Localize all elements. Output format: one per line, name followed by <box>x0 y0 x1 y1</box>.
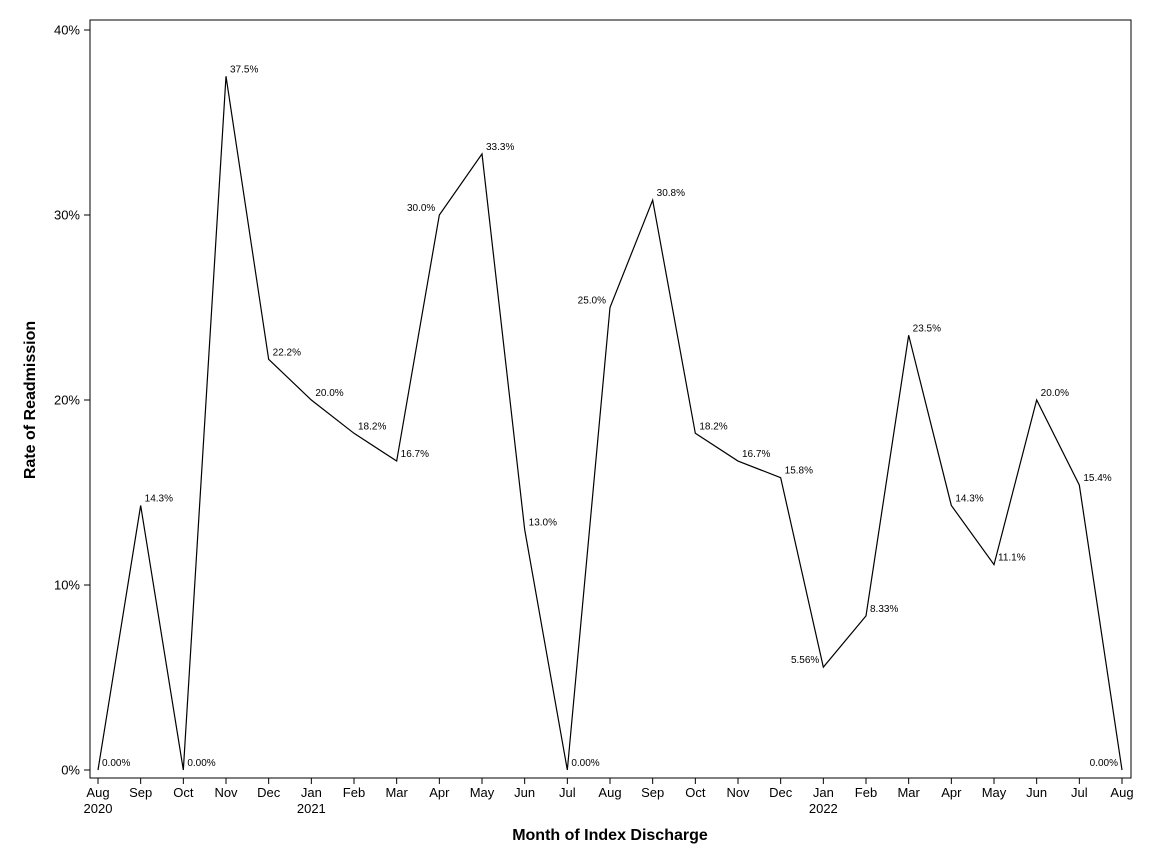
x-tick-label: Sep <box>129 785 152 800</box>
y-tick-label: 0% <box>61 763 80 778</box>
x-tick-label: Jun <box>1026 785 1047 800</box>
data-label: 20.0% <box>315 388 343 399</box>
data-label: 0.00% <box>102 758 130 769</box>
x-tick-label: Mar <box>385 785 408 800</box>
data-label: 18.2% <box>358 421 386 432</box>
data-label: 16.7% <box>401 449 429 460</box>
x-year-label: 2021 <box>297 801 326 816</box>
x-tick-label: Oct <box>173 785 194 800</box>
x-tick-label: Apr <box>429 785 450 800</box>
data-label: 0.00% <box>1090 758 1118 769</box>
series-layer <box>97 76 1123 771</box>
x-tick-label: May <box>470 785 495 800</box>
x-tick-label: Dec <box>257 785 281 800</box>
data-label: 8.33% <box>870 604 898 615</box>
y-tick-label: 20% <box>54 393 80 408</box>
data-label: 13.0% <box>529 518 557 529</box>
x-tick-label: Aug <box>86 785 109 800</box>
data-label: 11.1% <box>998 553 1026 564</box>
x-tick-label: Dec <box>769 785 793 800</box>
y-axis-title: Rate of Readmission <box>22 321 39 479</box>
series-line <box>97 76 1123 771</box>
data-label: 23.5% <box>913 323 941 334</box>
data-label: 30.8% <box>657 188 685 199</box>
x-tick-label: Jul <box>559 785 576 800</box>
y-tick-label: 40% <box>54 23 80 38</box>
x-tick-label: Nov <box>214 785 238 800</box>
data-label: 30.0% <box>407 203 435 214</box>
x-tick-label: Jul <box>1071 785 1088 800</box>
x-tick-label: Apr <box>941 785 962 800</box>
data-label: 5.56% <box>791 655 819 666</box>
data-label: 25.0% <box>578 296 606 307</box>
data-label: 20.0% <box>1041 388 1069 399</box>
y-tick-label: 10% <box>54 578 80 593</box>
plot-frame <box>89 19 1132 779</box>
data-label: 22.2% <box>273 347 301 358</box>
data-label: 33.3% <box>486 142 514 153</box>
data-label: 18.2% <box>699 421 727 432</box>
data-label: 0.00% <box>571 758 599 769</box>
x-tick-label: Feb <box>855 785 877 800</box>
y-tick-label: 30% <box>54 208 80 223</box>
x-year-label: 2020 <box>84 801 113 816</box>
x-tick-label: Jan <box>813 785 834 800</box>
data-label: 16.7% <box>742 449 770 460</box>
x-axis-title: Month of Index Discharge <box>512 827 708 844</box>
x-tick-label: Oct <box>685 785 706 800</box>
x-tick-label: Aug <box>1110 785 1133 800</box>
data-label: 0.00% <box>187 758 215 769</box>
x-tick-label: Aug <box>598 785 621 800</box>
data-label: 14.3% <box>145 493 173 504</box>
x-tick-label: Feb <box>343 785 365 800</box>
data-label: 15.8% <box>785 466 813 477</box>
data-label: 37.5% <box>230 64 258 75</box>
x-tick-label: Sep <box>641 785 664 800</box>
data-label: 15.4% <box>1083 473 1111 484</box>
x-year-label: 2022 <box>809 801 838 816</box>
x-tick-label: May <box>982 785 1007 800</box>
data-label: 14.3% <box>955 493 983 504</box>
x-tick-label: Mar <box>897 785 920 800</box>
x-tick-label: Nov <box>726 785 750 800</box>
y-axis: 0% 10% 20% 30% 40% <box>54 23 90 778</box>
x-tick-label: Jun <box>514 785 535 800</box>
x-tick-label: Jan <box>301 785 322 800</box>
data-label-layer: 0.00% 14.3% 0.00% 37.5% 22.2% 20.0% 18.2% 16.7%… <box>102 64 1118 769</box>
